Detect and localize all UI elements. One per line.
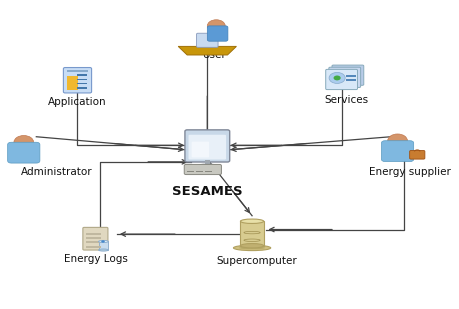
FancyBboxPatch shape [188,135,226,159]
Ellipse shape [98,249,108,251]
Ellipse shape [381,144,412,151]
Circle shape [328,72,344,83]
Bar [77,83,87,84]
Bar [345,75,355,77]
Bar [86,241,101,243]
Circle shape [207,20,225,32]
Text: Administrator: Administrator [21,167,93,177]
FancyBboxPatch shape [381,141,413,162]
Ellipse shape [240,243,263,248]
Text: User: User [202,50,225,60]
Bar [77,87,87,89]
Bar [186,171,193,172]
Circle shape [333,75,340,80]
Circle shape [387,134,407,147]
Circle shape [101,240,105,243]
Text: Supercomputer: Supercomputer [216,256,296,265]
Bar [345,79,355,81]
Ellipse shape [197,163,217,167]
Bar [86,233,101,235]
Text: Energy Logs: Energy Logs [64,254,128,264]
Polygon shape [178,46,236,55]
Bar [240,221,263,246]
Bar [67,70,88,72]
FancyBboxPatch shape [191,142,209,157]
FancyBboxPatch shape [328,67,360,87]
FancyBboxPatch shape [63,68,91,93]
Text: Energy supplier: Energy supplier [368,167,450,177]
Bar [86,237,101,239]
Bar [196,171,202,172]
Ellipse shape [239,247,264,249]
Bar [77,74,87,76]
Text: Application: Application [48,97,106,107]
Bar [204,160,210,165]
FancyBboxPatch shape [185,130,229,162]
FancyBboxPatch shape [325,69,357,90]
FancyBboxPatch shape [83,227,108,250]
Ellipse shape [233,245,270,251]
FancyBboxPatch shape [184,164,221,175]
Circle shape [14,136,34,149]
FancyBboxPatch shape [196,33,218,47]
FancyBboxPatch shape [409,150,424,159]
Bar [67,76,78,90]
Ellipse shape [98,240,108,243]
Bar [204,171,211,172]
Text: Services: Services [323,95,367,105]
FancyBboxPatch shape [207,26,227,41]
Ellipse shape [240,219,263,223]
FancyBboxPatch shape [8,142,40,163]
Bar [77,78,87,80]
Ellipse shape [9,146,39,153]
Text: SESAMES: SESAMES [172,185,242,198]
Bar [98,241,108,250]
Bar [86,246,101,248]
FancyBboxPatch shape [331,65,363,85]
